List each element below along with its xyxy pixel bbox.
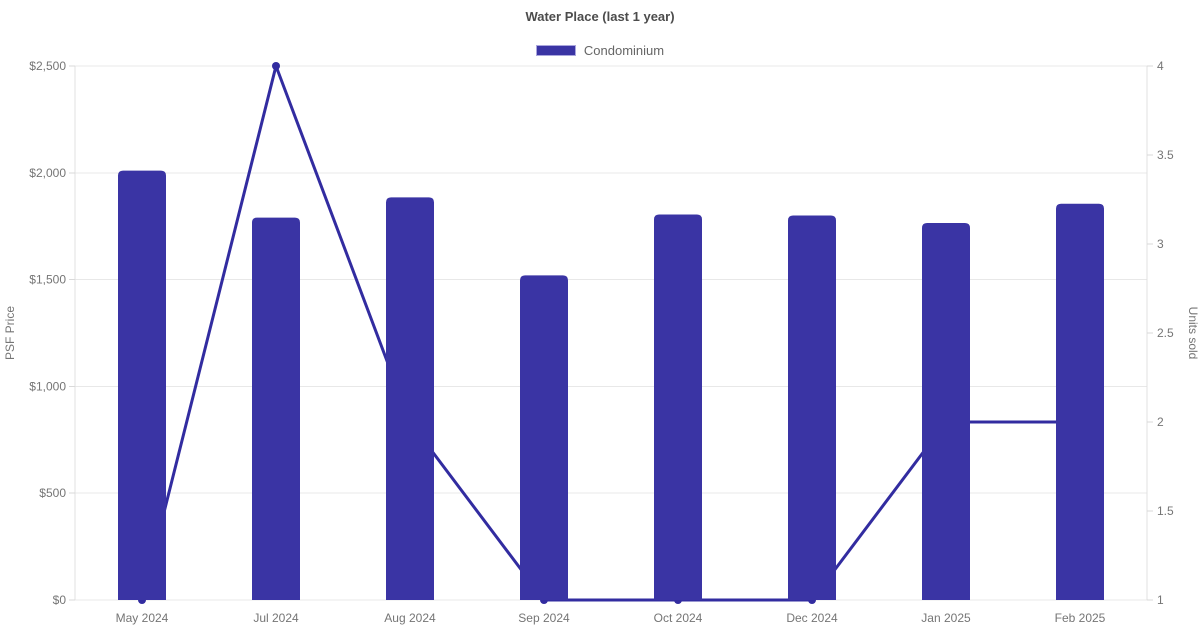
y-right-tick-label: 2.5 (1157, 326, 1174, 340)
legend: Condominium (0, 43, 1200, 58)
y-left-tick-label: $2,500 (29, 59, 66, 73)
bar-may-2024[interactable] (118, 170, 166, 600)
bar-dec-2024[interactable] (788, 215, 836, 600)
y-right-tick-label: 2 (1157, 415, 1164, 429)
y-right-tick-label: 3 (1157, 237, 1164, 251)
x-tick-label: Feb 2025 (1055, 611, 1106, 625)
y-left-tick-label: $1,500 (29, 273, 66, 287)
x-tick-label: Aug 2024 (384, 611, 436, 625)
chart-title: Water Place (last 1 year) (525, 9, 675, 24)
legend-swatch-condominium (535, 45, 576, 56)
legend-item-condominium[interactable]: Condominium (535, 43, 665, 58)
bar-jan-2025[interactable] (922, 222, 970, 600)
bar-oct-2024[interactable] (654, 214, 702, 600)
y-right-tick-label: 3.5 (1157, 148, 1174, 162)
left-axis-title: PSF Price (3, 306, 17, 360)
x-tick-label: May 2024 (116, 611, 169, 625)
bar-feb-2025[interactable] (1056, 203, 1104, 600)
y-left-tick-label: $1,000 (29, 379, 66, 393)
x-tick-label: Oct 2024 (654, 611, 703, 625)
x-tick-label: Dec 2024 (786, 611, 838, 625)
line-point-jul-2024[interactable] (272, 62, 280, 70)
y-left-tick-label: $2,000 (29, 166, 66, 180)
y-right-tick-label: 1 (1157, 593, 1164, 607)
right-axis-title: Units sold (1186, 307, 1200, 360)
y-left-tick-label: $0 (53, 593, 67, 607)
bar-aug-2024[interactable] (386, 197, 434, 600)
y-right-tick-label: 4 (1157, 59, 1164, 73)
x-tick-label: Jan 2025 (921, 611, 971, 625)
y-right-tick-label: 1.5 (1157, 504, 1174, 518)
x-tick-label: Jul 2024 (253, 611, 299, 625)
bar-jul-2024[interactable] (252, 217, 300, 600)
bar-sep-2024[interactable] (520, 275, 568, 600)
legend-label-condominium: Condominium (583, 43, 665, 58)
y-left-tick-label: $500 (39, 486, 66, 500)
x-tick-label: Sep 2024 (518, 611, 570, 625)
